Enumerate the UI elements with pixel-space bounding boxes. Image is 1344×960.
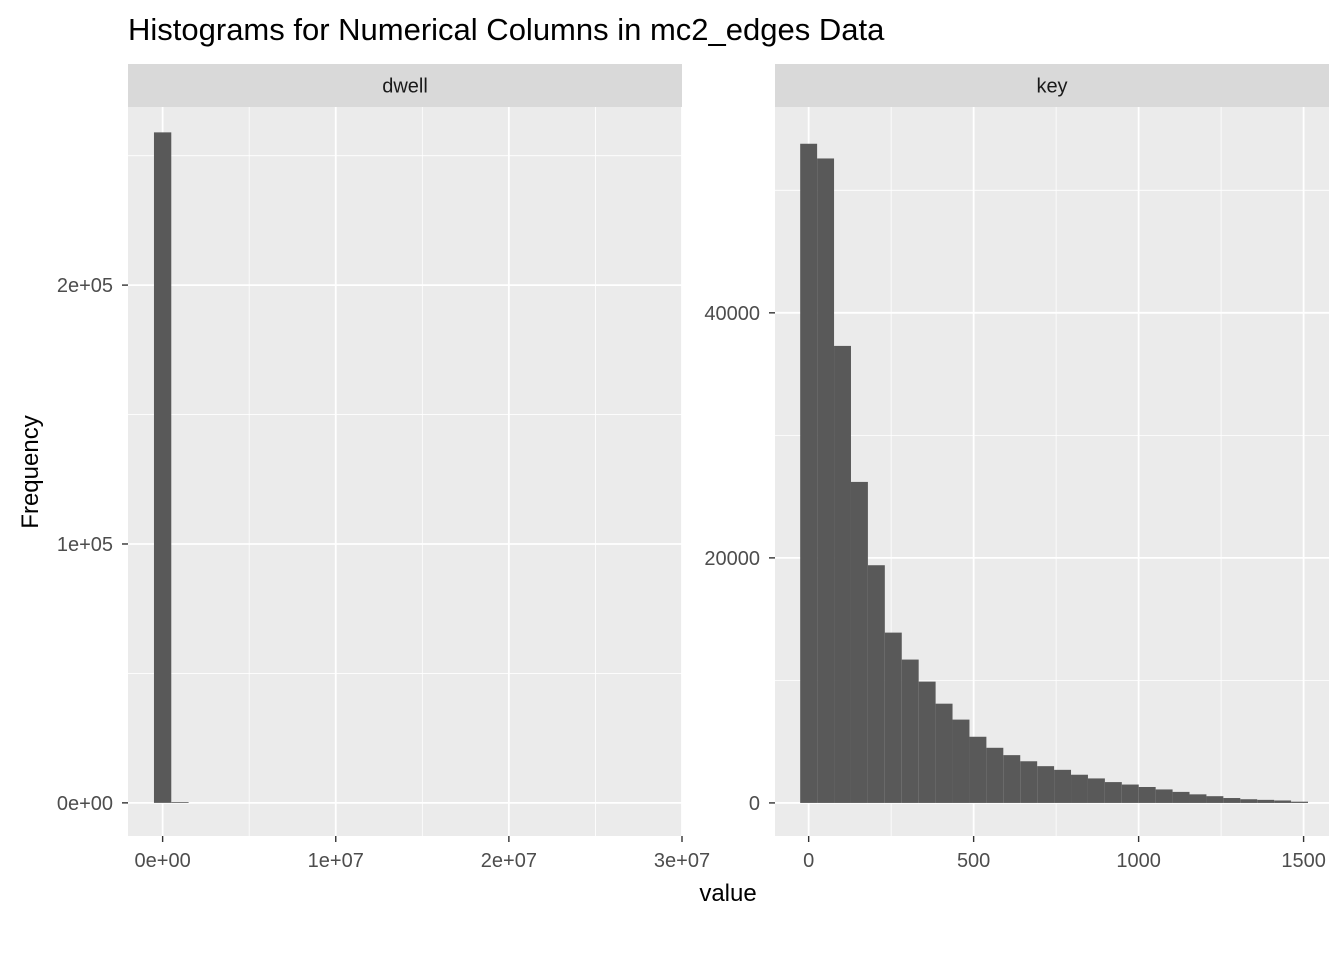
x-tick-label: 0e+00 <box>135 850 191 872</box>
histogram-bar <box>171 802 189 803</box>
histogram-bar <box>1223 798 1241 803</box>
histogram-bar <box>834 345 851 803</box>
histogram-bar <box>952 719 970 803</box>
x-tick-label: 500 <box>957 850 990 872</box>
strip-label: dwell <box>382 76 428 98</box>
histogram-bar <box>1206 796 1224 803</box>
y-tick-label: 0e+00 <box>57 793 113 815</box>
y-tick-label: 1e+05 <box>57 534 113 556</box>
x-tick-label: 1000 <box>1116 850 1161 872</box>
panel-bg <box>128 107 682 836</box>
strip-bg <box>128 64 682 107</box>
y-tick-label: 20000 <box>704 548 760 570</box>
y-axis-title: Frequency <box>17 415 44 528</box>
histogram-bar <box>1020 761 1038 803</box>
x-axis-title: value <box>699 880 756 907</box>
facet-key: key 0 500 1000 1500 0 20000 40000 <box>704 64 1329 872</box>
histogram-bar <box>918 681 936 803</box>
histogram-bar <box>153 132 172 803</box>
histogram-bar <box>1155 789 1173 803</box>
x-tick-label: 2e+07 <box>481 850 537 872</box>
histogram-bar <box>986 747 1004 803</box>
x-tick-label: 1e+07 <box>308 850 364 872</box>
histogram-bar <box>1121 784 1139 803</box>
strip-bg <box>775 64 1329 107</box>
histogram-bar <box>1291 801 1308 803</box>
x-tick-label: 0 <box>803 850 814 872</box>
histogram-bar <box>1172 791 1190 803</box>
x-tick-label: 1500 <box>1281 850 1326 872</box>
y-tick-label: 2e+05 <box>57 275 113 297</box>
histogram-bar <box>935 703 953 803</box>
histogram-bar <box>1087 778 1105 803</box>
histogram-bar <box>969 736 987 803</box>
facet-panels: dwell 0e+00 1e+07 2e+07 3e+07 0e+00 1e+05 2e+05… <box>57 64 1329 872</box>
y-tick-label: 0 <box>749 793 760 815</box>
y-tick-label: 40000 <box>704 303 760 325</box>
histogram-bar <box>1054 769 1072 803</box>
histogram-bar <box>800 143 818 803</box>
histogram-bar <box>1257 799 1275 803</box>
histogram-bar <box>884 632 902 803</box>
histogram-bar <box>867 565 885 803</box>
x-tick-label: 3e+07 <box>654 850 710 872</box>
histogram-bar <box>850 481 868 803</box>
histogram-bar <box>1071 774 1088 803</box>
histogram-bar <box>1274 800 1292 803</box>
facet-dwell: dwell 0e+00 1e+07 2e+07 3e+07 0e+00 1e+05 2e+05 <box>57 64 710 872</box>
histogram-bar <box>1003 755 1021 803</box>
histogram-bar <box>1037 766 1055 803</box>
histogram-bar <box>1240 799 1258 803</box>
histogram-bar <box>901 659 919 803</box>
histogram-bar <box>1104 782 1122 803</box>
histogram-bar <box>1138 786 1156 803</box>
histogram-bar <box>1189 794 1207 803</box>
strip-label: key <box>1036 76 1067 98</box>
chart-title: Histograms for Numerical Columns in mc2_… <box>128 12 885 47</box>
histogram-bar <box>817 158 835 803</box>
